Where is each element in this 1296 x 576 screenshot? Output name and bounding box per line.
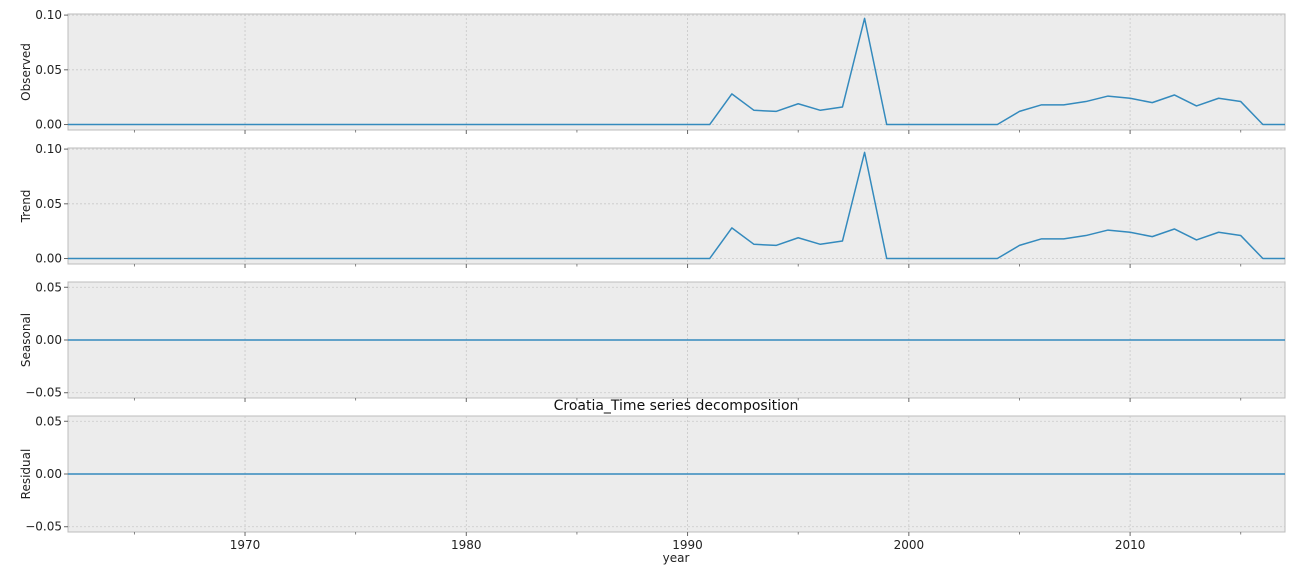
panels: 0.00 0.05 0.10 Observed 0.00 0.05 0.10 Trend −0.… (19, 8, 1286, 552)
y-axis-label: Trend (19, 190, 33, 224)
y-axis-label: Observed (19, 43, 33, 101)
y-tick-label: 0.00 (35, 118, 62, 132)
y-tick-label: −0.05 (25, 520, 62, 534)
y-axis-label: Residual (19, 449, 33, 500)
x-tick-label: 2000 (894, 538, 925, 552)
panel-seasonal: −0.05 0.00 0.05 Seasonal (19, 280, 1286, 402)
series-line-observed (68, 17, 1285, 126)
y-tick-label: 0.10 (35, 142, 62, 156)
panel-background (67, 13, 1286, 131)
y-tick-label: 0.05 (35, 63, 62, 77)
chart-title: Croatia_Time series decomposition (554, 398, 799, 414)
panel-residual: −0.05 0.00 0.05 Residual 1970 1980 1990 2000 201… (19, 414, 1286, 552)
y-tick-label: 0.00 (35, 252, 62, 266)
y-tick-label: 0.05 (35, 414, 62, 428)
x-tick-label: 2010 (1115, 538, 1146, 552)
y-tick-label: 0.10 (35, 8, 62, 22)
x-tick-label: 1990 (672, 538, 703, 552)
panel-trend: 0.00 0.05 0.10 Trend (19, 142, 1286, 268)
x-tick-label: 1980 (451, 538, 482, 552)
y-tick-label: 0.00 (35, 333, 62, 347)
y-tick-label: −0.05 (25, 386, 62, 400)
y-tick-label: 0.05 (35, 197, 62, 211)
panel-background (67, 147, 1286, 265)
y-axis-label: Seasonal (19, 313, 33, 367)
panel-observed: 0.00 0.05 0.10 Observed (19, 8, 1286, 134)
series-line-trend (68, 151, 1285, 260)
x-tick-label: 1970 (230, 538, 261, 552)
y-tick-label: 0.00 (35, 467, 62, 481)
y-tick-label: 0.05 (35, 280, 62, 294)
x-axis-label: year (663, 551, 690, 565)
